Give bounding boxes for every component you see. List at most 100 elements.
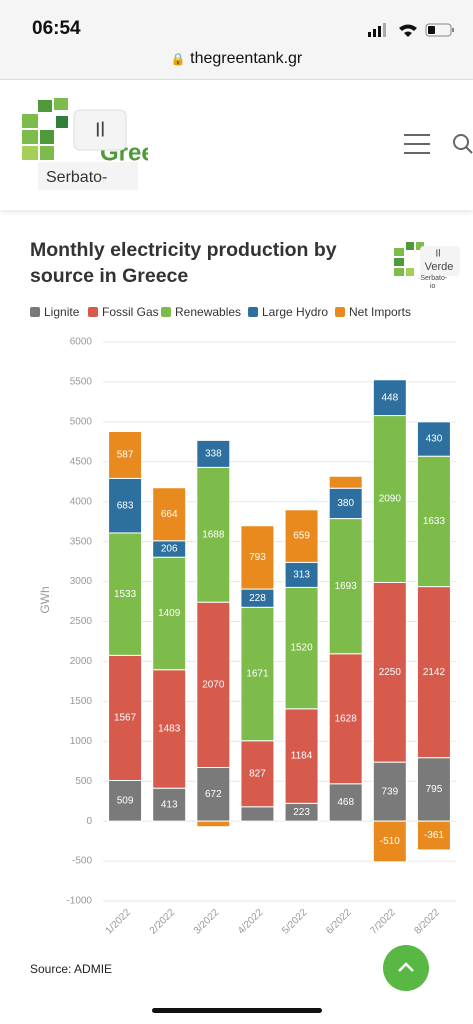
status-bar: 06:54 🔒 thegreentank.gr	[0, 0, 473, 80]
chart-logo: Il Verde ·Serbato- io	[394, 242, 460, 290]
bar-segment	[416, 586, 451, 759]
bar-segment	[240, 606, 275, 742]
y-tick-label: 0	[86, 816, 92, 827]
data-label: 1184	[291, 751, 313, 762]
y-tick-label: -1000	[66, 896, 92, 907]
legend-label: Large Hydro	[262, 305, 328, 319]
data-label: 1688	[202, 529, 225, 540]
x-tick-label: 7/2022	[368, 907, 398, 937]
data-label: 793	[249, 552, 266, 563]
logo-caption: ·Serbato-	[418, 275, 448, 282]
data-label: -361	[424, 830, 444, 841]
bar-segment	[240, 806, 275, 822]
logo-caption: io	[430, 283, 436, 290]
legend-swatch	[88, 307, 98, 317]
x-tick-label: 4/2022	[236, 907, 266, 937]
status-icons	[368, 23, 454, 37]
data-label: 1633	[423, 516, 446, 527]
data-label: 827	[249, 768, 266, 779]
y-tick-label: 500	[75, 776, 92, 787]
bar-segment	[152, 487, 187, 542]
logo-badge: Il	[95, 119, 105, 141]
scroll-top-button[interactable]	[380, 942, 432, 994]
data-label: 683	[117, 500, 134, 511]
legend-swatch	[248, 307, 258, 317]
url: thegreentank.gr	[190, 50, 303, 67]
y-tick-label: 1500	[70, 696, 93, 707]
site-logo[interactable]: Green Il Serbato-	[18, 94, 148, 194]
bar-segment	[108, 431, 143, 479]
bar-segment	[196, 820, 231, 828]
bar-segment	[416, 421, 451, 457]
legend-swatch	[30, 307, 40, 317]
legend-label: Fossil Gas	[102, 305, 159, 319]
y-axis-label: GWh	[38, 586, 52, 613]
y-tick-label: 3500	[70, 536, 93, 547]
url-bar[interactable]: 🔒 thegreentank.gr	[170, 50, 303, 67]
data-label: 313	[293, 570, 310, 581]
data-label: 1693	[335, 581, 358, 592]
data-label: 2090	[379, 494, 402, 505]
bar-segment	[416, 820, 451, 851]
data-label: 1483	[158, 724, 181, 735]
y-tick-label: 2000	[70, 656, 93, 667]
bar-segment	[108, 532, 143, 656]
data-label: 468	[337, 797, 354, 808]
logo-caption: Serbato-	[46, 169, 107, 186]
bar-segment	[328, 783, 363, 822]
bar-segment	[196, 766, 231, 822]
x-tick-label: 6/2022	[324, 907, 354, 937]
bar-segment	[372, 415, 407, 583]
chart: GWh Lignite Fossil Gas Renewables Large Hyd…	[30, 305, 456, 937]
bar-segment	[328, 487, 363, 520]
y-tick-label: 1000	[70, 736, 93, 747]
y-tick-label: 3000	[70, 576, 93, 587]
logo-badge: Il	[436, 249, 441, 260]
chart-title: Monthly electricity production by source…	[30, 239, 337, 287]
data-label: 223	[293, 807, 310, 818]
logo-word: Verde	[425, 261, 454, 273]
bar-segment	[240, 525, 275, 590]
bar-segment	[284, 586, 319, 710]
legend-swatch	[161, 307, 171, 317]
y-tick-label: -500	[72, 856, 92, 867]
data-label: -510	[380, 836, 400, 847]
y-tick-label: 5000	[70, 416, 93, 427]
y-tick-label: 2500	[70, 616, 93, 627]
bar-segment	[284, 509, 319, 563]
y-tick-label: 4000	[70, 496, 93, 507]
bar-segment	[108, 654, 143, 781]
bar-segment	[328, 475, 363, 489]
site-header: Green Il Serbato-	[0, 80, 473, 210]
data-label: 1409	[158, 608, 181, 619]
source: Source: ADMIE	[30, 962, 113, 976]
data-label: 448	[381, 392, 398, 403]
data-label: 587	[117, 450, 134, 461]
bar-segment	[108, 779, 143, 822]
data-label: 1520	[290, 643, 313, 654]
data-label: 1671	[246, 669, 269, 680]
data-label: 659	[293, 531, 310, 542]
data-label: 1628	[335, 713, 358, 724]
x-tick-label: 3/2022	[192, 907, 222, 937]
clock: 06:54	[32, 18, 81, 39]
data-label: 672	[205, 789, 222, 800]
data-label: 795	[426, 784, 443, 795]
bar-segment	[196, 466, 231, 603]
bar-segment	[372, 820, 407, 863]
data-label: 206	[161, 544, 178, 555]
y-tick-label: 5500	[70, 377, 93, 388]
y-tick-label: 4500	[70, 456, 93, 467]
bar-segment	[328, 653, 363, 785]
data-label: 739	[381, 786, 398, 797]
bar-segment	[372, 581, 407, 763]
data-label: 2070	[202, 679, 225, 690]
bar-segment	[152, 556, 187, 671]
data-label: 1533	[114, 589, 137, 600]
x-tick-label: 8/2022	[413, 907, 443, 937]
data-label: 2250	[379, 667, 402, 678]
data-label: 1567	[114, 713, 137, 724]
data-label: 664	[161, 509, 178, 520]
bar-segment	[196, 601, 231, 768]
